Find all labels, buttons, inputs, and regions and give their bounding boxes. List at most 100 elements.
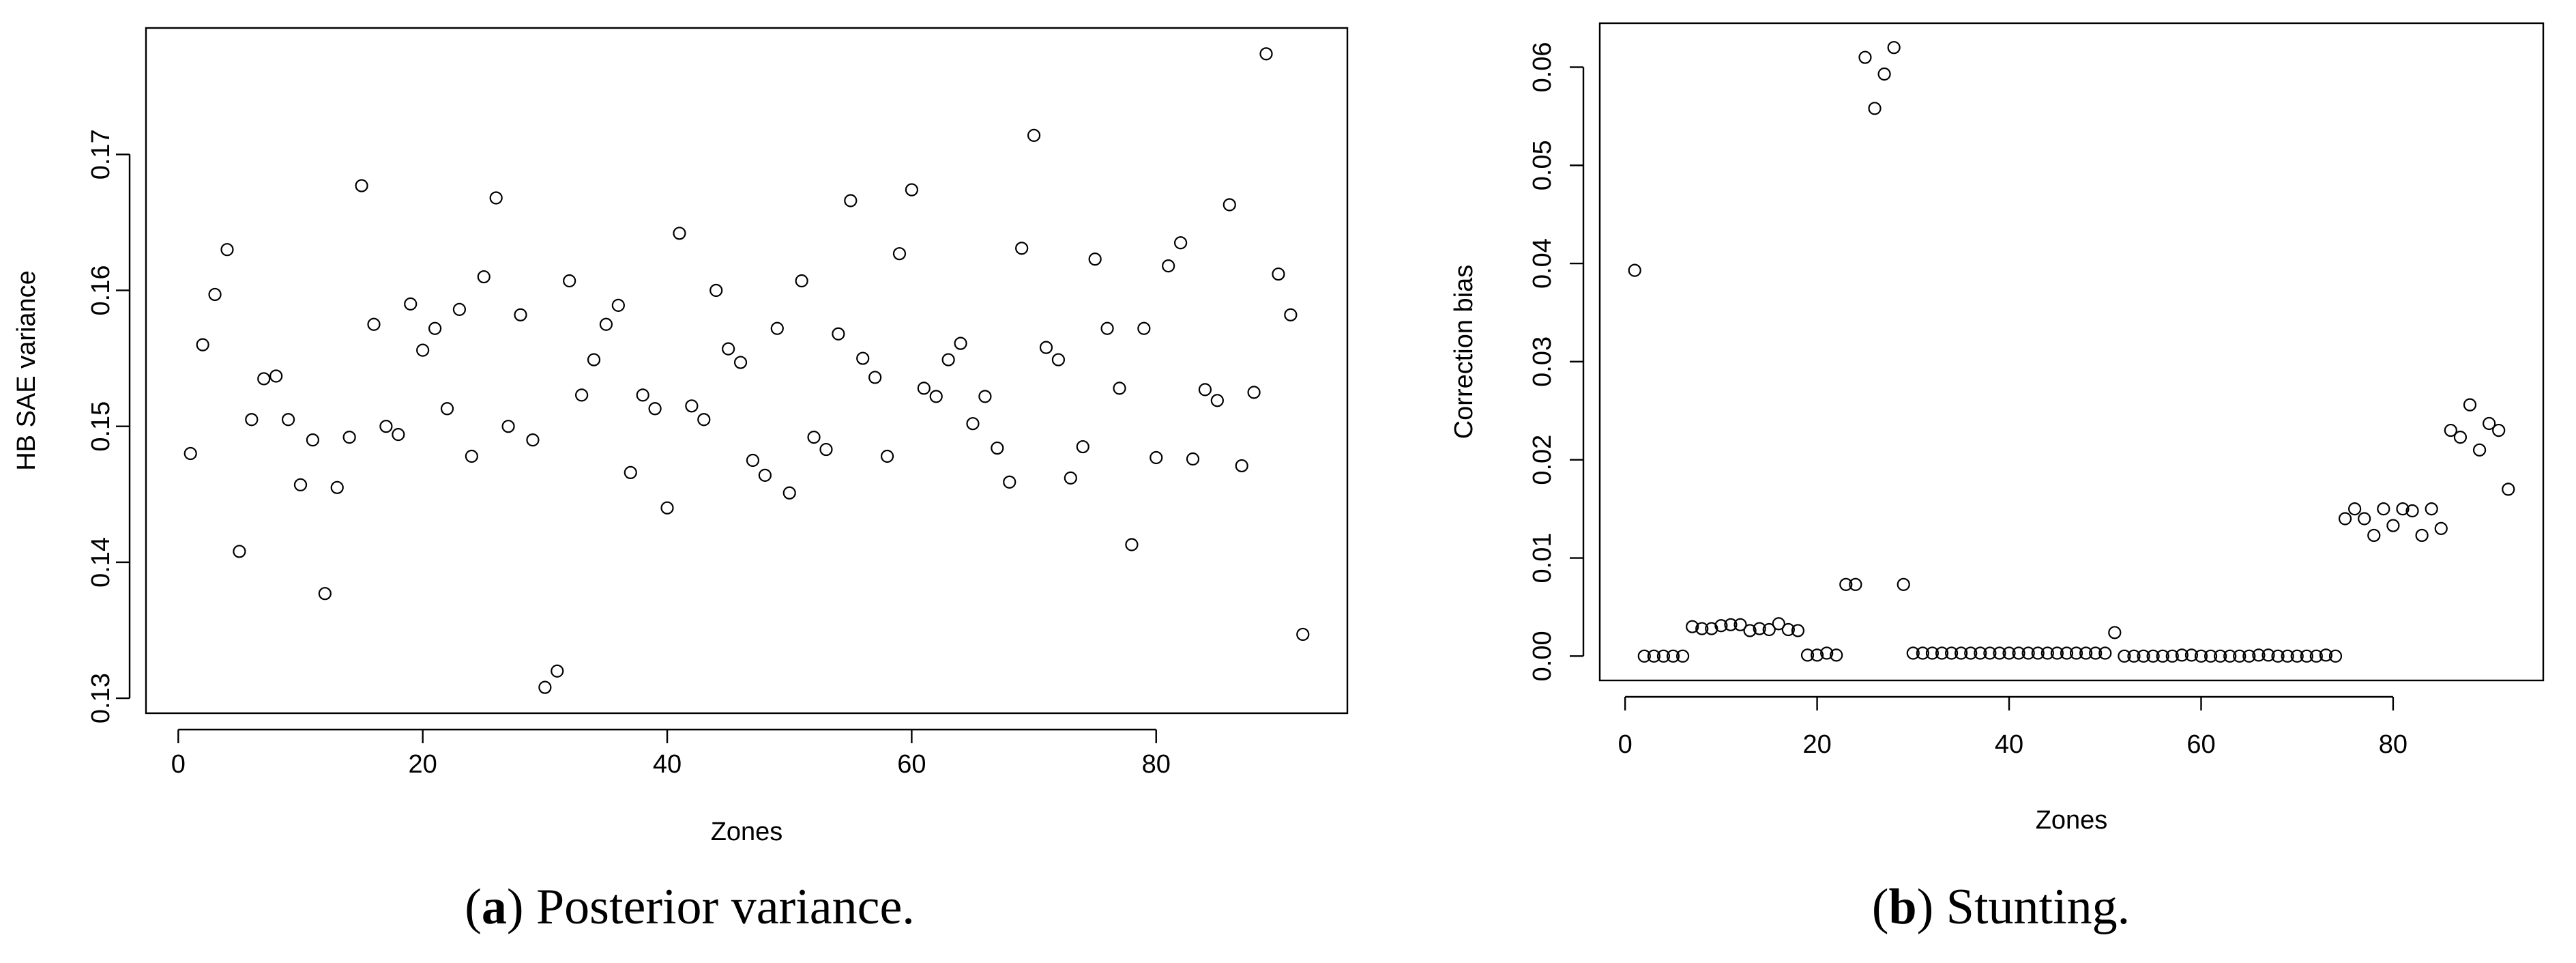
- point: [1830, 648, 1843, 662]
- point: [392, 428, 405, 442]
- y-tick-label: 0.05: [1528, 140, 1557, 190]
- point: [733, 356, 748, 369]
- point: [868, 371, 882, 384]
- y-axis-title: Correction bias: [1450, 265, 1478, 440]
- point: [2214, 649, 2227, 663]
- point: [795, 274, 808, 288]
- point: [330, 480, 344, 494]
- point: [2031, 646, 2045, 660]
- x-tick-label: 60: [2186, 730, 2215, 759]
- point: [1039, 341, 1053, 354]
- point: [844, 194, 858, 207]
- point: [2309, 649, 2323, 663]
- point: [355, 179, 368, 192]
- point: [2050, 646, 2064, 660]
- point: [2079, 646, 2093, 660]
- y-tick-label: 0.13: [87, 673, 115, 723]
- point: [1137, 321, 1151, 335]
- caption-part: b: [1889, 879, 1917, 935]
- point: [1743, 624, 1757, 637]
- point: [2358, 512, 2371, 526]
- point: [648, 402, 662, 416]
- point: [367, 317, 381, 331]
- y-tick-label: 0.03: [1528, 336, 1557, 387]
- point: [551, 664, 564, 678]
- point: [2184, 648, 2199, 662]
- point: [1656, 649, 1671, 663]
- point: [1964, 646, 1978, 660]
- point: [2002, 646, 2016, 660]
- y-tick-label: 0.00: [1528, 631, 1557, 681]
- point: [2223, 649, 2237, 663]
- point: [819, 442, 833, 457]
- point: [563, 274, 576, 288]
- point: [220, 243, 234, 257]
- point: [2204, 649, 2218, 663]
- point: [1714, 619, 1728, 633]
- point: [1162, 259, 1175, 273]
- point: [1916, 646, 1929, 660]
- point: [758, 468, 772, 482]
- point: [2483, 416, 2496, 431]
- point: [905, 183, 918, 197]
- point: [2405, 504, 2419, 518]
- point: [1186, 452, 1200, 466]
- x-axis-title: Zones: [711, 818, 783, 846]
- point: [318, 587, 332, 601]
- point: [685, 399, 699, 413]
- point: [2377, 502, 2390, 516]
- point: [2040, 646, 2054, 660]
- point: [2348, 502, 2362, 516]
- point: [929, 390, 943, 403]
- point: [416, 343, 430, 357]
- point: [782, 486, 796, 500]
- point: [379, 420, 393, 433]
- point: [2319, 648, 2333, 662]
- point: [1064, 471, 1077, 485]
- point: [1753, 622, 1766, 635]
- point: [2156, 649, 2169, 663]
- point: [1695, 622, 1709, 635]
- point: [1100, 321, 1114, 335]
- point: [1762, 622, 1776, 637]
- point: [1925, 646, 1940, 660]
- point: [257, 372, 271, 386]
- caption-part: ) Stunting.: [1917, 879, 2130, 935]
- point: [1791, 624, 1805, 637]
- x-tick-label: 60: [897, 750, 926, 779]
- point: [1810, 648, 1824, 662]
- point: [1800, 648, 1815, 662]
- point: [917, 382, 931, 395]
- point: [2425, 502, 2438, 516]
- point: [2137, 649, 2150, 663]
- point: [2463, 398, 2477, 412]
- point: [2089, 646, 2103, 660]
- point: [281, 413, 295, 427]
- point: [587, 353, 601, 366]
- point: [538, 680, 552, 694]
- point: [697, 413, 711, 427]
- point: [1027, 128, 1041, 142]
- point: [954, 336, 967, 350]
- point: [2262, 648, 2275, 662]
- point: [2367, 528, 2381, 543]
- point: [2118, 649, 2131, 663]
- point: [1897, 577, 1910, 591]
- point: [1935, 646, 1949, 660]
- point: [2444, 423, 2457, 437]
- point: [636, 388, 649, 402]
- point: [1247, 386, 1261, 399]
- point: [1993, 646, 2006, 660]
- point: [2434, 521, 2448, 535]
- point: [428, 321, 442, 335]
- point: [1906, 646, 1920, 660]
- point: [1733, 618, 1747, 631]
- y-tick-label: 0.02: [1528, 435, 1557, 485]
- plot-frame: [1598, 22, 2545, 682]
- point: [624, 465, 637, 480]
- point: [1235, 459, 1248, 473]
- point: [269, 369, 283, 383]
- point: [465, 449, 478, 463]
- point: [342, 431, 356, 444]
- point: [1849, 577, 1862, 591]
